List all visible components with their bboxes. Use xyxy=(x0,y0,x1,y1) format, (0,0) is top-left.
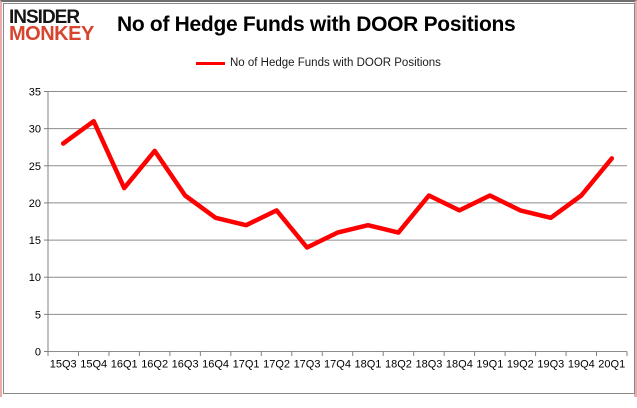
insider-monkey-logo: INSIDER MONKEY xyxy=(9,7,94,45)
series-line xyxy=(60,118,615,250)
y-tick-label: 25 xyxy=(29,161,41,173)
y-tick-label: 10 xyxy=(29,272,41,284)
x-tick-label: 18Q4 xyxy=(446,359,473,371)
y-tick-label: 15 xyxy=(29,235,41,247)
y-tick-label: 0 xyxy=(35,347,41,359)
x-tick-label: 19Q1 xyxy=(476,359,503,371)
x-tick-label: 17Q4 xyxy=(324,359,351,371)
x-tick-label: 16Q1 xyxy=(111,359,138,371)
legend-label: No of Hedge Funds with DOOR Positions xyxy=(230,57,441,69)
y-tick-label: 35 xyxy=(29,87,41,99)
chart-frame xyxy=(0,0,637,397)
x-tick-label: 18Q1 xyxy=(355,359,382,371)
x-tick-label: 16Q4 xyxy=(202,359,229,371)
x-tick-label: 18Q2 xyxy=(385,359,412,371)
legend: No of Hedge Funds with DOOR Positions xyxy=(196,57,441,69)
chart-title: No of Hedge Funds with DOOR Positions xyxy=(117,13,516,36)
x-tick-label: 18Q3 xyxy=(415,359,442,371)
x-tick-label: 15Q4 xyxy=(80,359,107,371)
y-tick-label: 30 xyxy=(29,124,41,136)
chart-canvas-border xyxy=(3,3,635,394)
x-tick-label: 17Q1 xyxy=(233,359,260,371)
x-tick-label: 17Q3 xyxy=(294,359,321,371)
y-tick-label: 20 xyxy=(29,198,41,210)
y-tick-label: 5 xyxy=(35,309,41,321)
x-tick-label: 19Q2 xyxy=(507,359,534,371)
x-tick-label: 19Q4 xyxy=(568,359,595,371)
logo-text-monkey: MONKEY xyxy=(9,23,94,45)
x-tick-label: 15Q3 xyxy=(50,359,77,371)
x-tick-label: 20Q1 xyxy=(598,359,625,371)
line-chart: 0 5 10 15 20 25 30 35 15Q3 15Q4 16Q1 16Q2 16Q3 16Q4 17… xyxy=(29,87,628,371)
x-tick-label: 16Q3 xyxy=(172,359,199,371)
legend-line-sample xyxy=(196,61,225,65)
x-tick-label: 19Q3 xyxy=(537,359,564,371)
x-tick-label: 17Q2 xyxy=(263,359,290,371)
x-tick-label: 16Q2 xyxy=(141,359,168,371)
logo-text-insider: INSIDER xyxy=(9,7,80,28)
